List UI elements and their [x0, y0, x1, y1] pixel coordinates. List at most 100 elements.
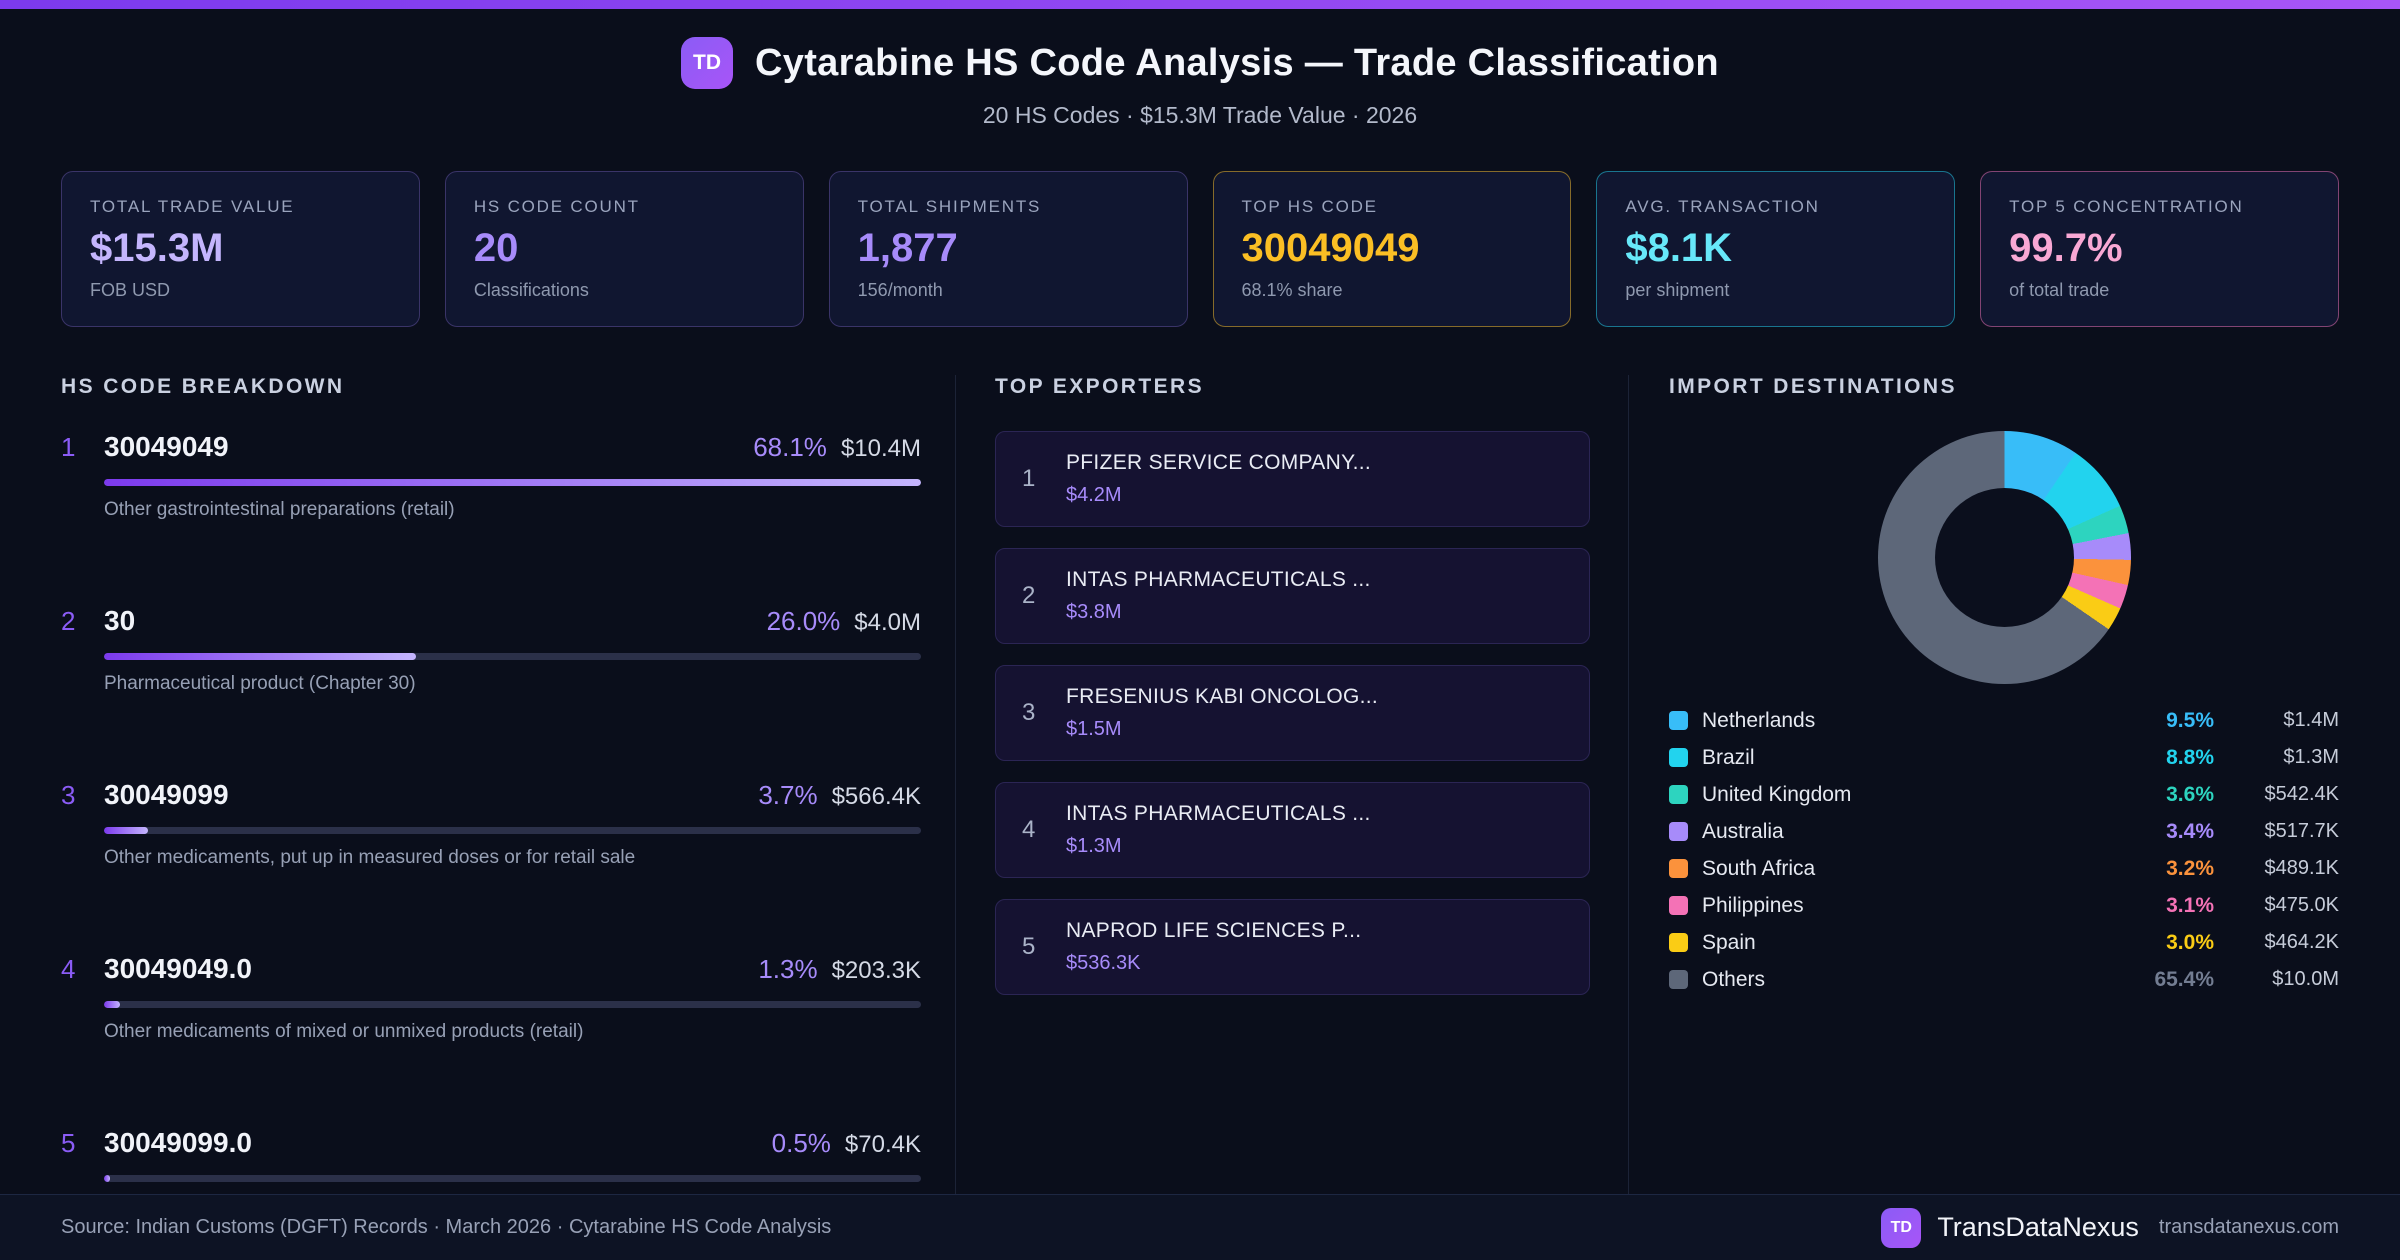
- brand-name: TransDataNexus: [1937, 1212, 2139, 1242]
- exporter-value: $1.3M: [1066, 835, 1122, 857]
- hs-description: Other gastrointestinal preparations (ret…: [104, 499, 455, 520]
- section-title-hs-breakdown: HS CODE BREAKDOWN: [61, 375, 345, 398]
- hs-bar-fill: [104, 1175, 110, 1182]
- hs-row: 2 30 26.0% $4.0M Pharmaceutical product …: [61, 605, 921, 695]
- hs-rank: 4: [61, 954, 76, 984]
- stat-sub: FOB USD: [90, 280, 171, 300]
- legend-value: $542.4K: [2264, 783, 2339, 805]
- stat-value: $15.3M: [90, 226, 224, 270]
- exporter-name: NAPROD LIFE SCIENCES P...: [1066, 919, 1362, 942]
- legend-color-swatch: [1669, 859, 1688, 878]
- hs-rank: 3: [61, 780, 76, 810]
- import-destinations-donut-chart: [1877, 431, 2131, 684]
- exporter-name: INTAS PHARMACEUTICALS ...: [1066, 568, 1371, 591]
- legend-row: Philippines 3.1% $475.0K: [1669, 887, 2339, 924]
- legend-country: Others: [1702, 967, 1766, 991]
- exporter-card: 5 NAPROD LIFE SCIENCES P... $536.3K: [995, 899, 1590, 995]
- section-title-import-destinations: IMPORT DESTINATIONS: [1669, 375, 1957, 398]
- legend-pct: 3.4%: [2166, 819, 2214, 843]
- legend-color-swatch: [1669, 970, 1688, 989]
- exporter-value: $536.3K: [1066, 952, 1141, 974]
- hs-row: 1 30049049 68.1% $10.4M Other gastrointe…: [61, 431, 921, 521]
- donut-legend: Netherlands 9.5% $1.4M Brazil 8.8% $1.3M…: [1669, 702, 2339, 998]
- hs-code: 30: [104, 605, 136, 636]
- legend-value: $489.1K: [2264, 857, 2339, 879]
- stat-sub: 68.1% share: [1241, 280, 1343, 300]
- hs-code-breakdown-section: HS CODE BREAKDOWN 1 30049049 68.1% $10.4…: [61, 375, 956, 1194]
- stat-label: TOTAL TRADE VALUE: [90, 197, 295, 216]
- stat-sub: per shipment: [1625, 280, 1730, 300]
- stat-card-hs-code-count: HS CODE COUNT 20 Classifications: [444, 171, 804, 327]
- legend-country: Australia: [1702, 819, 1784, 843]
- hs-bar-track: [104, 653, 921, 660]
- hs-bar-fill: [104, 1001, 120, 1008]
- hs-code: 30049099: [104, 779, 229, 810]
- stat-value: 99.7%: [2009, 226, 2123, 270]
- legend-country: United Kingdom: [1702, 782, 1852, 806]
- stat-sub: Classifications: [473, 280, 589, 300]
- legend-value: $10.0M: [2272, 968, 2339, 990]
- hs-bar-fill: [104, 479, 921, 486]
- hs-code: 30049099.0: [104, 1127, 252, 1158]
- exporter-name: FRESENIUS KABI ONCOLOG...: [1066, 685, 1379, 708]
- exporter-rank: 5: [1022, 933, 1036, 960]
- hs-value: $566.4K: [831, 783, 921, 810]
- stats-row: TOTAL TRADE VALUE $15.3M FOB USD HS CODE…: [61, 171, 2339, 327]
- exporter-value: $1.5M: [1066, 718, 1122, 740]
- hs-share-pct: 68.1%: [753, 432, 827, 462]
- legend-value: $464.2K: [2264, 931, 2339, 953]
- exporter-value: $4.2M: [1066, 484, 1122, 506]
- exporter-rank: 2: [1022, 582, 1036, 609]
- stat-label: HS CODE COUNT: [473, 197, 640, 216]
- legend-pct: 8.8%: [2166, 745, 2214, 769]
- hs-row: 4 30049049.0 1.3% $203.3K Other medicame…: [61, 953, 921, 1043]
- legend-color-swatch: [1669, 822, 1688, 841]
- stat-value: 20: [473, 226, 519, 270]
- legend-value: $475.0K: [2264, 894, 2339, 916]
- stat-value: 1,877: [857, 226, 958, 270]
- legend-color-swatch: [1669, 748, 1688, 767]
- top-exporters-section: TOP EXPORTERS 1 PFIZER SERVICE COMPANY..…: [956, 375, 1629, 1194]
- footer: Source: Indian Customs (DGFT) Records · …: [0, 1194, 2400, 1260]
- legend-color-swatch: [1669, 711, 1688, 730]
- accent-top-strip: [0, 0, 2400, 9]
- legend-color-swatch: [1669, 785, 1688, 804]
- legend-value: $517.7K: [2264, 820, 2339, 842]
- stat-card-total-trade-value: TOTAL TRADE VALUE $15.3M FOB USD: [61, 171, 420, 327]
- hs-description: Pharmaceutical product (Chapter 30): [104, 673, 416, 694]
- legend-country: Philippines: [1702, 893, 1804, 917]
- stat-label: TOP HS CODE: [1241, 197, 1378, 216]
- hs-rank: 5: [61, 1128, 76, 1158]
- section-title-top-exporters: TOP EXPORTERS: [995, 375, 1204, 398]
- stat-label: AVG. TRANSACTION: [1625, 197, 1820, 216]
- import-destinations-section: IMPORT DESTINATIONS Netherlands 9.5% $1.…: [1629, 375, 2339, 1194]
- hs-share-pct: 0.5%: [771, 1128, 831, 1158]
- hs-description: Other medicaments, put up in measured do…: [104, 847, 636, 868]
- exporter-rank: 1: [1022, 465, 1036, 492]
- legend-color-swatch: [1669, 933, 1688, 952]
- legend-pct: 65.4%: [2154, 967, 2214, 991]
- legend-row: South Africa 3.2% $489.1K: [1669, 850, 2339, 887]
- hs-row: 3 30049099 3.7% $566.4K Other medicament…: [61, 779, 921, 869]
- exporter-name: INTAS PHARMACEUTICALS ...: [1066, 802, 1371, 825]
- exporter-card: 4 INTAS PHARMACEUTICALS ... $1.3M: [995, 782, 1590, 878]
- legend-row: Others 65.4% $10.0M: [1669, 961, 2339, 998]
- stat-label: TOP 5 CONCENTRATION: [2009, 197, 2244, 216]
- brand-logo: TD: [1881, 1207, 1922, 1248]
- legend-pct: 3.0%: [2166, 930, 2214, 954]
- legend-country: Spain: [1702, 930, 1756, 954]
- exporter-name: PFIZER SERVICE COMPANY...: [1066, 451, 1372, 474]
- exporter-card: 2 INTAS PHARMACEUTICALS ... $3.8M: [995, 548, 1590, 644]
- stat-card-total-shipments: TOTAL SHIPMENTS 1,877 156/month: [828, 171, 1188, 327]
- hs-rank: 2: [61, 606, 76, 636]
- stat-value: $8.1K: [1625, 226, 1733, 270]
- exporter-value: $3.8M: [1066, 601, 1122, 623]
- hs-value: $203.3K: [831, 957, 921, 984]
- legend-pct: 9.5%: [2166, 708, 2214, 732]
- legend-color-swatch: [1669, 896, 1688, 915]
- exporter-rank: 3: [1022, 699, 1036, 726]
- hs-description: Other medicaments of mixed or unmixed pr…: [104, 1021, 584, 1042]
- legend-value: $1.4M: [2283, 709, 2339, 731]
- hs-share-pct: 1.3%: [758, 954, 818, 984]
- hs-rank: 1: [61, 432, 76, 462]
